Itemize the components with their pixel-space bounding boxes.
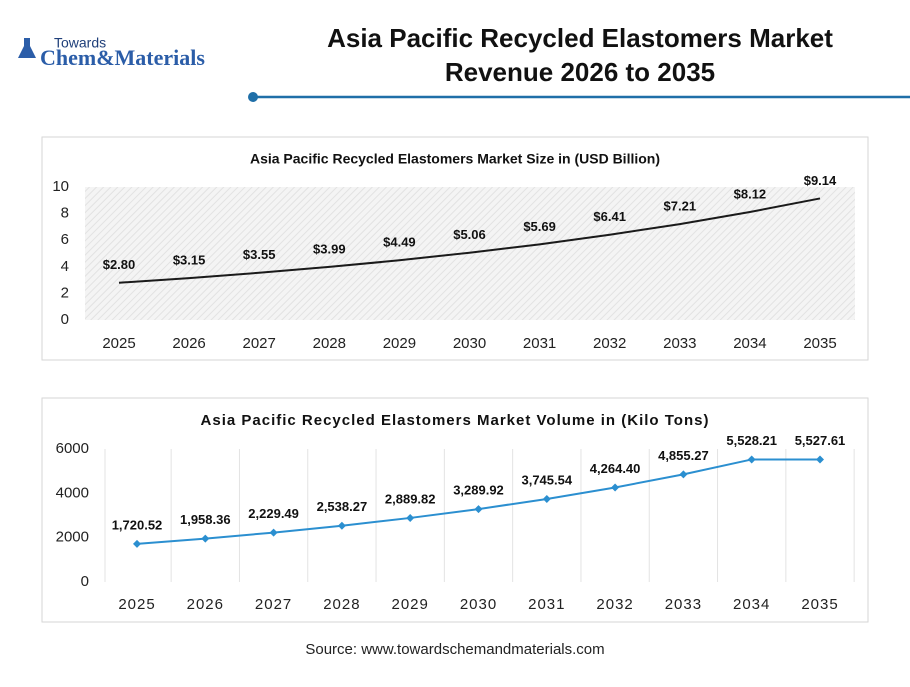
y-tick-label: 2 [61,284,69,301]
logo: Towards Chem&Materials [18,35,205,70]
x-tick-label: 2028 [313,335,346,352]
x-tick-label: 2026 [172,335,205,352]
data-label: $9.14 [804,173,837,188]
page-title: Asia Pacific Recycled Elastomers Market R… [327,23,833,87]
chart-title: Asia Pacific Recycled Elastomers Market … [250,151,660,167]
x-tick-label: 2029 [383,335,416,352]
x-tick-label: 2031 [528,596,565,613]
data-label: $5.69 [523,219,556,234]
y-tick-label: 6000 [56,440,89,457]
source: Source: www.towardschemandmaterials.com [305,641,604,658]
x-tick-label: 2030 [453,335,486,352]
header-dot [248,92,258,102]
marker [337,521,346,530]
y-tick-label: 0 [81,573,89,590]
panel [41,397,869,623]
x-tick-label: 2035 [801,596,838,613]
marker [269,528,278,537]
marker [474,505,483,514]
chart-title: Asia Pacific Recycled Elastomers Market … [201,412,710,429]
x-tick-label: 2035 [803,335,836,352]
x-tick-label: 2030 [460,596,497,613]
data-label: $8.12 [734,186,767,201]
data-line [118,197,821,284]
logo-main: Chem&Materials [40,45,205,70]
data-label: $5.06 [453,227,486,242]
data-label: $6.41 [593,209,626,224]
marker [542,494,551,503]
x-tick-label: 2032 [596,596,633,613]
data-label: $2.80 [103,257,136,272]
marker [201,534,210,543]
x-tick-label: 2034 [733,335,766,352]
x-tick-label: 2025 [118,596,155,613]
data-label: $3.55 [243,247,276,262]
data-label: 5,528.21 [726,433,777,448]
data-label: $3.99 [313,241,346,256]
y-tick-label: 10 [52,178,69,195]
data-label: 5,527.61 [795,433,846,448]
data-label: 1,720.52 [112,517,163,532]
data-label: $3.15 [173,253,206,268]
marker [747,455,756,464]
data-label: $7.21 [664,199,697,214]
x-tick-label: 2031 [523,335,556,352]
x-tick-label: 2028 [323,596,360,613]
marker [679,470,688,479]
x-tick-label: 2032 [593,335,626,352]
x-tick-label: 2027 [255,596,292,613]
y-tick-label: 4 [61,258,69,275]
data-label: $4.49 [383,235,416,250]
data-label: 1,958.36 [180,512,231,527]
x-tick-label: 2033 [665,596,702,613]
data-label: 2,889.82 [385,491,436,506]
marker [611,483,620,492]
logo-top: Towards [54,35,106,51]
marker [133,539,141,548]
marker [816,455,824,464]
data-label: 4,855.27 [658,448,709,463]
data-label: 2,538.27 [317,499,368,514]
data-label: 4,264.40 [590,461,641,476]
logo-icon [18,38,36,58]
x-tick-label: 2026 [187,596,224,613]
y-tick-label: 6 [61,231,69,248]
y-tick-label: 8 [61,205,69,222]
data-label: 2,229.49 [248,506,299,521]
x-tick-label: 2029 [392,596,429,613]
y-tick-label: 4000 [56,484,89,501]
x-tick-label: 2033 [663,335,696,352]
x-tick-label: 2027 [243,335,276,352]
y-tick-label: 2000 [56,529,89,546]
y-tick-label: 0 [61,311,69,328]
marker [406,513,415,522]
data-label: 3,289.92 [453,483,504,498]
x-tick-label: 2034 [733,596,770,613]
data-label: 3,745.54 [521,472,572,487]
x-tick-label: 2025 [102,335,135,352]
